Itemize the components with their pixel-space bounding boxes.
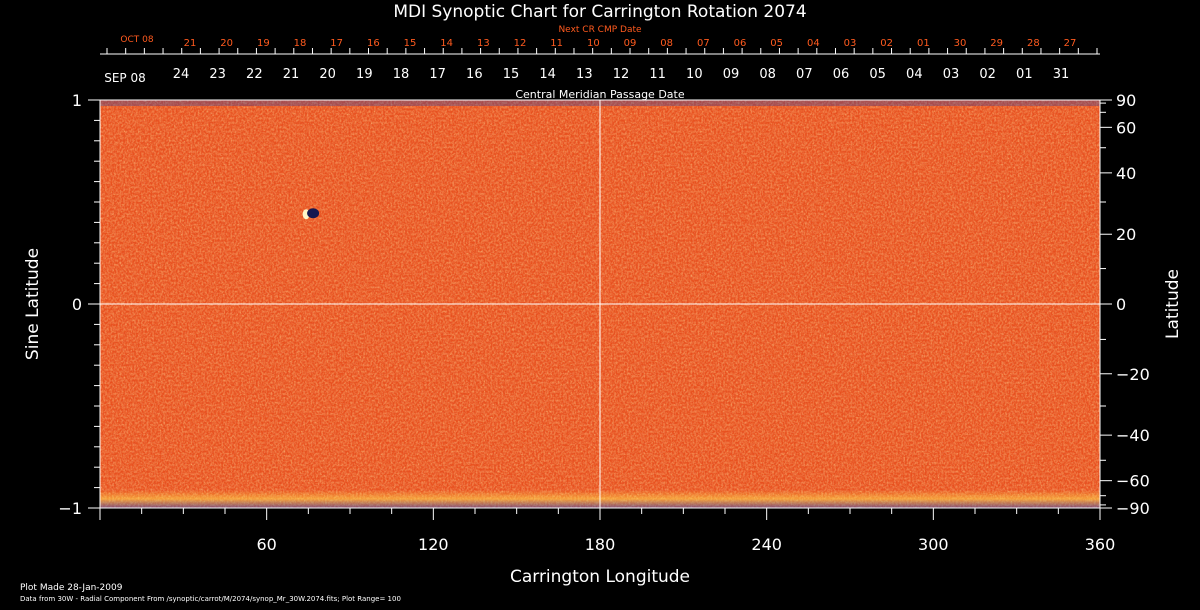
next-cr-day: 06 [734,38,747,49]
next-cr-day: 04 [807,38,820,49]
next-cr-day: 16 [367,38,380,49]
y2-tick-label: −60 [1116,472,1150,491]
next-cr-day: 27 [1064,38,1077,49]
cmp-day: 15 [503,67,520,82]
next-cr-day: 09 [624,38,637,49]
cmp-day: 14 [539,67,556,82]
cmp-day: 05 [869,67,886,82]
next-cr-day: 13 [477,38,490,49]
x-tick-label: 120 [418,535,449,554]
cmp-day: 11 [649,67,666,82]
next-cr-label: Next CR CMP Date [558,25,642,35]
next-cr-day: 29 [990,38,1003,49]
next-cr-day: 10 [587,38,600,49]
cmp-ticks: 24 23 22 21 20 19 18 17 16 15 14 13 12 11 10 09 08 07 06 05… [173,67,1070,82]
cmp-day: 23 [209,67,226,82]
y2-tick-label: 60 [1116,118,1136,137]
cmp-day: 10 [686,67,703,82]
next-cr-day: 02 [880,38,893,49]
cmp-day: 20 [319,67,336,82]
map-features [302,208,320,220]
cmp-label: Central Meridian Passage Date [515,88,684,101]
cmp-day: 18 [393,67,410,82]
y2-tick-label: −20 [1116,365,1150,384]
data-source-text: Data from 30W - Radial Component From /s… [20,595,401,603]
cmp-day: 13 [576,67,593,82]
cmp-day: 21 [283,67,300,82]
x-tick-label: 60 [256,535,276,554]
next-cr-day: 21 [184,38,197,49]
cmp-day: 17 [429,67,446,82]
y2-tick-label: 90 [1116,91,1136,110]
cmp-day: 01 [1016,67,1033,82]
y2-tick-label: 0 [1116,295,1126,314]
y2-axis-label: Latitude [1163,269,1183,339]
y-tick-label: 1 [72,91,82,110]
next-cr-month: OCT 08 [120,35,153,45]
cmp-month: SEP 08 [104,71,146,85]
x-tick-label: 180 [585,535,616,554]
cmp-day: 22 [246,67,263,82]
next-cr-day: 11 [550,38,563,49]
y-tick-label: 0 [72,295,82,314]
next-cr-ticks: 21 20 19 18 17 16 15 14 13 12 11 10 09 08 07 06 05 04 03 02… [106,38,1098,54]
chart-title: MDI Synoptic Chart for Carrington Rotati… [393,2,806,22]
cmp-day: 12 [613,67,630,82]
y-axis-right: 90 60 40 20 0 −20 −40 −60 −90 [1100,91,1150,518]
x-axis-label: Carrington Longitude [510,567,690,587]
cmp-day: 24 [173,67,190,82]
next-cr-day: 07 [697,38,710,49]
cmp-day: 31 [1053,67,1070,82]
next-cr-day: 19 [257,38,270,49]
y2-tick-label: −90 [1116,499,1150,518]
next-cr-day: 15 [404,38,417,49]
next-cr-day: 20 [220,38,233,49]
x-axis: 60 120 180 240 300 360 [99,508,1116,554]
cmp-day: 07 [796,67,813,82]
y-axis-left: −1 0 1 [58,91,100,518]
cmp-day: 02 [979,67,996,82]
y2-tick-label: −40 [1116,426,1150,445]
next-cr-day: 05 [770,38,783,49]
next-cr-day: 01 [917,38,930,49]
x-tick-label: 300 [918,535,949,554]
y-axis-label: Sine Latitude [23,248,43,360]
next-cr-day: 17 [330,38,343,49]
y-tick-label: −1 [58,499,82,518]
cmp-day: 08 [759,67,776,82]
next-cr-day: 28 [1027,38,1040,49]
next-cr-day: 03 [844,38,857,49]
x-tick-label: 240 [751,535,782,554]
cmp-day: 04 [906,67,923,82]
next-cr-day: 12 [514,38,527,49]
cmp-day: 19 [356,67,373,82]
next-cr-day: 18 [294,38,307,49]
x-tick-label: 360 [1085,535,1116,554]
cmp-day: 16 [466,67,483,82]
y2-tick-label: 20 [1116,225,1136,244]
cmp-day: 03 [943,67,960,82]
active-region-negative [307,208,320,219]
cmp-day: 09 [723,67,740,82]
next-cr-day: 08 [660,38,673,49]
y2-tick-label: 40 [1116,164,1136,183]
next-cr-day: 30 [954,38,967,49]
cmp-day: 06 [833,67,850,82]
plot-made-text: Plot Made 28-Jan-2009 [20,583,123,593]
next-cr-day: 14 [440,38,453,49]
